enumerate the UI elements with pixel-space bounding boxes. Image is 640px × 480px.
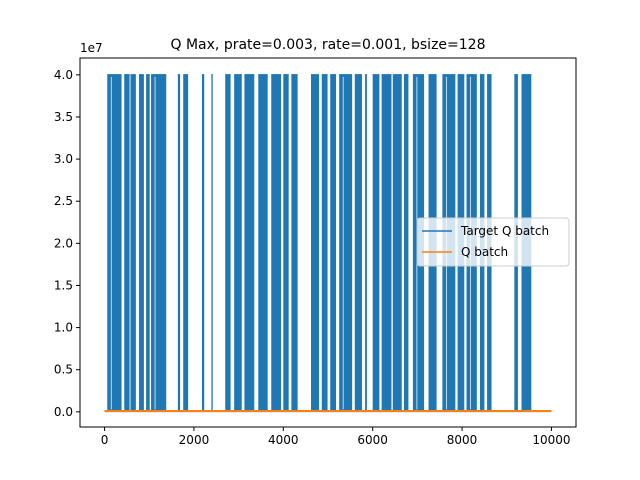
series-target-q-spike-band (354, 74, 362, 412)
y-tick-label: 2.0 (54, 236, 73, 250)
series-target-q-spike-band (244, 74, 255, 412)
x-tick-label: 4000 (268, 433, 299, 447)
chart-title: Q Max, prate=0.003, rate=0.001, bsize=12… (171, 37, 486, 53)
series-target-q-spike-band (271, 74, 282, 412)
series-target-q-spike-band (291, 74, 298, 412)
series-target-q-spike-group (211, 74, 213, 412)
series-target-q-spike-band (339, 74, 353, 412)
series-target-q-spike-band (201, 74, 205, 412)
series-target-q-spike-group (283, 74, 289, 412)
series-target-q-spike-group (291, 74, 298, 412)
series-target-q-spike-group (177, 74, 181, 412)
series-target-q-spike-group (201, 74, 205, 412)
series-target-q-spike-group (146, 74, 150, 412)
series-target-q-spike-group (124, 74, 130, 412)
series-target-q-spike-band (365, 74, 367, 412)
series-target-q-spike-group (365, 74, 367, 412)
x-tick-label: 8000 (447, 433, 478, 447)
series-target-q-spike-group (403, 74, 409, 412)
series-target-q-spike-group (225, 74, 231, 412)
series-target-q-spike-band (258, 74, 268, 412)
series-target-q-spike-group (271, 74, 282, 412)
series-target-q-spike-band (225, 74, 231, 412)
series-target-q-spike-group (107, 74, 122, 412)
series-target-q-spike-group (258, 74, 268, 412)
y-tick-label: 0.5 (54, 363, 73, 377)
series-target-q-spike-group (151, 74, 167, 412)
series-target-q-spike-band (151, 74, 167, 412)
series-target-q-spike-band (124, 74, 130, 412)
y-tick-label: 4.0 (54, 68, 73, 82)
legend-label-target-q: Target Q batch (460, 224, 549, 238)
series-target-q-spike-group (381, 74, 392, 412)
series-target-q-spike-band (211, 74, 213, 412)
legend-label-q-batch: Q batch (461, 245, 508, 259)
y-offset-label: 1e7 (80, 41, 103, 55)
x-tick-label: 6000 (357, 433, 388, 447)
series-target-q-spike-group (130, 74, 136, 412)
series-target-q-spike-band (177, 74, 181, 412)
y-tick-label: 0.0 (54, 405, 73, 419)
series-target-q-spike-band (392, 74, 402, 412)
series-target-q-spike-band (138, 74, 144, 412)
series-target-q-spike-band (311, 74, 320, 412)
series-target-q-spike-band (321, 74, 328, 412)
series-target-q-spike-group (234, 74, 242, 412)
series-target-q-spike-band (107, 74, 122, 412)
y-tick-label: 2.5 (54, 194, 73, 208)
series-target-q-spike-group (354, 74, 362, 412)
series-target-q-spike-group (183, 74, 189, 412)
series-target-q-spike-group (392, 74, 402, 412)
series-target-q-spike-band (283, 74, 289, 412)
series-target-q-spike-band (372, 74, 380, 412)
series-target-q-spike-band (330, 74, 337, 412)
x-axis: 0 2000 4000 6000 8000 10000 (101, 427, 571, 447)
series-target-q-spike-band (146, 74, 150, 412)
y-tick-label: 1.5 (54, 278, 73, 292)
legend: Target Q batch Q batch (416, 217, 570, 267)
legend-box (416, 217, 570, 267)
series-target-q-spike-band (234, 74, 242, 412)
series-target-q-spike-band (381, 74, 392, 412)
series-target-q-spike-group (372, 74, 380, 412)
series-target-q-spike-group (321, 74, 328, 412)
series-target-q-spike-group (339, 74, 353, 412)
series-target-q-spike-group (244, 74, 255, 412)
y-tick-label: 3.5 (54, 110, 73, 124)
y-axis: 0.0 0.5 1.0 1.5 2.0 2.5 3.0 3.5 4.0 (54, 68, 80, 419)
series-target-q-spike-group (330, 74, 337, 412)
series-target-q-spike-group (138, 74, 144, 412)
axes-frame (79, 57, 577, 428)
series-target-q-spike-group (311, 74, 320, 412)
series-target-q-spike-band (130, 74, 136, 412)
y-tick-label: 3.0 (54, 152, 73, 166)
x-tick-label: 10000 (532, 433, 570, 447)
y-tick-label: 1.0 (54, 321, 73, 335)
series-target-q-spike-band (403, 74, 409, 412)
x-tick-label: 0 (101, 433, 109, 447)
series-target-q-spike-band (183, 74, 189, 412)
x-tick-label: 2000 (179, 433, 210, 447)
